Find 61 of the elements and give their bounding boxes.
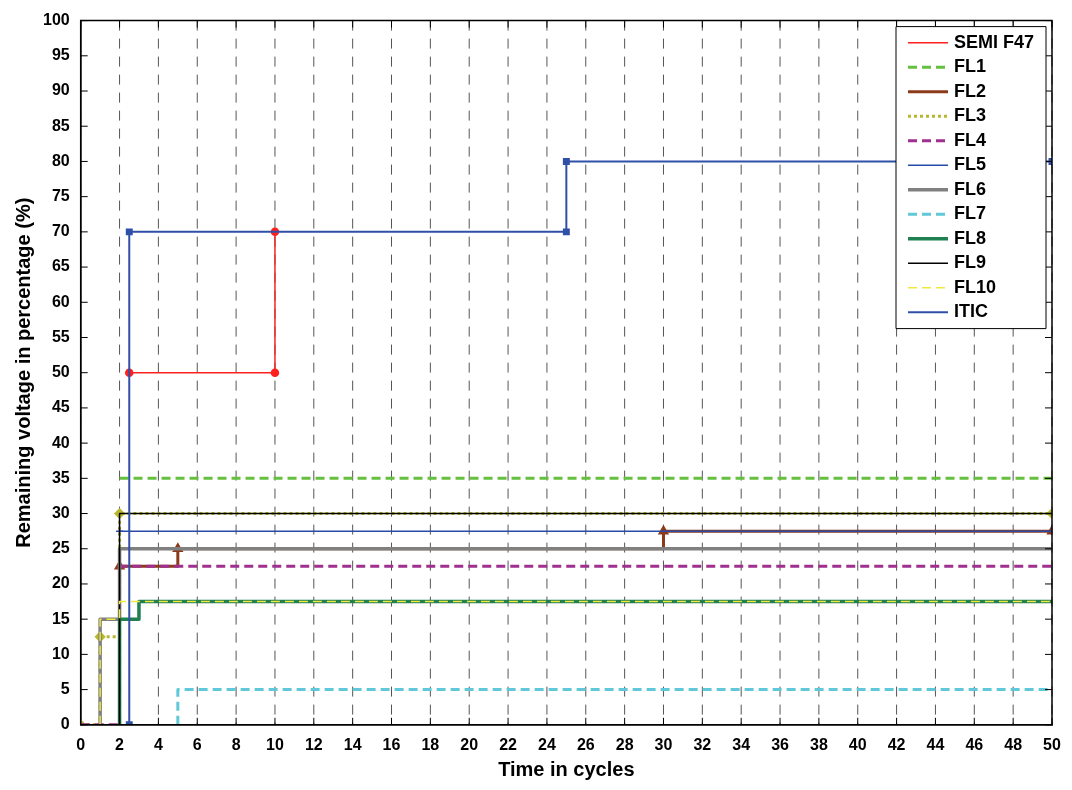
x-tick-label: 50: [1043, 735, 1061, 753]
x-tick-label: 48: [1004, 735, 1023, 753]
y-tick-label: 70: [51, 222, 70, 240]
x-tick-label: 4: [153, 735, 163, 753]
y-tick-label: 15: [51, 609, 70, 627]
y-axis-title: Remaining voltage in percentage (%): [11, 197, 34, 548]
y-tick-label: 100: [42, 11, 70, 29]
x-tick-label: 30: [654, 735, 673, 753]
y-tick-label: 55: [51, 327, 70, 345]
x-tick-label: 28: [615, 735, 634, 753]
x-tick-label: 6: [192, 735, 202, 753]
y-tick-label: 60: [51, 292, 70, 310]
y-tick-label: 30: [51, 503, 70, 521]
y-tick-label: 80: [51, 151, 70, 169]
x-tick-label: 42: [887, 735, 906, 753]
x-tick-label: 14: [343, 735, 362, 753]
legend-label: FL9: [954, 252, 987, 273]
y-tick-label: 5: [60, 680, 70, 697]
legend-label: SEMI F47: [954, 31, 1035, 52]
x-tick-label: 32: [693, 735, 712, 753]
x-tick-label: 38: [809, 735, 828, 753]
y-tick-label: 65: [51, 257, 70, 275]
legend-label: FL8: [954, 227, 987, 248]
x-tick-label: 18: [421, 735, 440, 753]
y-tick-label: 10: [51, 644, 70, 662]
y-tick-label: 90: [51, 81, 70, 99]
x-tick-label: 8: [231, 735, 241, 753]
y-tick-label: 45: [51, 398, 70, 416]
y-tick-label: 40: [51, 433, 70, 451]
x-tick-label: 10: [266, 735, 284, 753]
legend-label: FL1: [954, 56, 987, 77]
legend-label: FL10: [954, 276, 997, 297]
x-tick-label: 46: [965, 735, 984, 753]
y-tick-label: 25: [51, 539, 70, 557]
y-tick-label: 75: [51, 187, 70, 205]
x-tick-label: 20: [460, 735, 479, 753]
legend-label: ITIC: [954, 301, 988, 322]
x-tick-label: 36: [771, 735, 790, 753]
y-tick-label: 85: [51, 116, 70, 134]
y-tick-label: 35: [51, 468, 70, 486]
legend-label: FL2: [954, 80, 987, 101]
y-tick-label: 50: [51, 363, 70, 381]
legend-label: FL3: [954, 105, 987, 126]
y-tick-label: 20: [51, 574, 70, 592]
y-tick-label: 0: [60, 715, 70, 733]
x-tick-label: 24: [538, 735, 556, 753]
x-tick-label: 26: [576, 735, 595, 753]
legend-label: FL6: [954, 178, 987, 199]
x-tick-label: 16: [382, 735, 401, 753]
legend-label: FL5: [954, 154, 987, 175]
x-tick-label: 40: [848, 735, 867, 753]
x-axis-title: Time in cycles: [498, 757, 635, 780]
x-tick-label: 0: [76, 735, 86, 753]
x-tick-label: 22: [499, 735, 518, 753]
x-tick-label: 34: [732, 735, 751, 753]
x-tick-label: 2: [115, 735, 125, 753]
x-tick-label: 12: [304, 735, 323, 753]
y-tick-label: 95: [51, 46, 70, 64]
legend-label: FL4: [954, 129, 987, 150]
legend-label: FL7: [954, 203, 987, 224]
x-tick-label: 44: [926, 735, 945, 753]
